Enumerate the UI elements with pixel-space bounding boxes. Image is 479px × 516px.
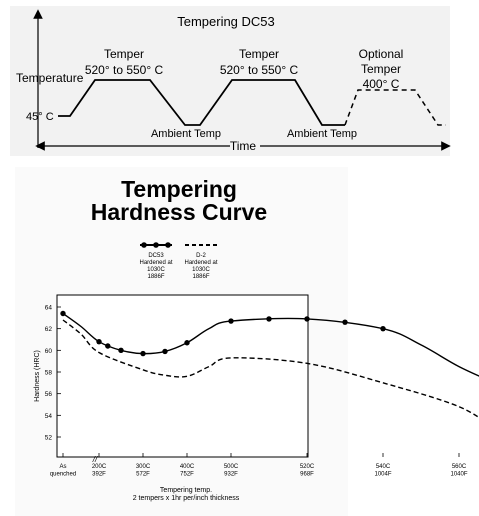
x-axis-label-line-1: Tempering temp. (160, 487, 212, 494)
data-point-dc53 (140, 350, 146, 357)
x-tick-label: 300C (136, 464, 151, 470)
start-temp-label: 45° C (26, 111, 54, 123)
x-tick-label: 500C (224, 464, 239, 470)
series-layer (60, 310, 479, 419)
legend-dc53-marker (153, 242, 159, 248)
temper-2-line-2: 520° to 550° C (220, 63, 299, 77)
legend: DC53 Hardened at 1030C 1886F D-2 Hardene… (139, 242, 218, 280)
temper-2-line-1: Temper (239, 47, 279, 61)
x-tick-label: 520C (300, 464, 315, 470)
x-tick-label: 200C (92, 464, 107, 470)
y-tick-label: 54 (45, 413, 53, 420)
y-tick-label: 62 (45, 326, 53, 333)
temper-1-line-2: 520° to 550° C (85, 63, 164, 77)
x-tick-label: 1004F (374, 472, 391, 478)
y-tick-label: 60 (45, 348, 53, 355)
y-tick-label: 52 (45, 435, 53, 442)
data-point-dc53 (184, 340, 190, 346)
legend-d2-text-3: 1030C (192, 267, 210, 273)
data-point-dc53 (342, 319, 348, 325)
temper-1-line-1: Temper (104, 47, 144, 61)
x-tick-label: 572F (136, 472, 150, 478)
data-point-dc53 (96, 338, 102, 345)
tempering-diagram-panel (10, 6, 450, 156)
x-tick-label: 752F (180, 472, 194, 478)
legend-d2-text-2: Hardened at (184, 260, 217, 266)
x-tick-label: 392F (92, 472, 106, 478)
time-label: Time (230, 139, 257, 153)
tempering-cycle-line (58, 79, 345, 126)
x-tick-label: quenched (50, 472, 76, 478)
optional-cycle-line (344, 89, 446, 126)
data-point-dc53 (162, 348, 168, 355)
tempering-diagram: Tempering DC53 Temperature 45° C Temper … (16, 9, 451, 153)
data-point-dc53 (266, 316, 272, 322)
y-tick-label: 64 (45, 305, 53, 312)
chart-title-line-1: Tempering (121, 176, 237, 202)
legend-dc53-text-2: Hardened at (139, 260, 172, 266)
x-axis-label-line-2: 2 tempers x 1hr per/inch thickness (133, 495, 240, 502)
axis-break-symbol: // (92, 455, 98, 464)
data-point-dc53 (228, 318, 234, 324)
legend-d2-text-4: 1886F (192, 274, 209, 280)
optional-temper-line-2: Temper (361, 62, 401, 76)
legend-dc53-marker (141, 242, 147, 248)
x-tick-label: 932F (224, 472, 238, 478)
series-line-dc53 (62, 312, 479, 377)
data-point-dc53 (105, 343, 111, 349)
chart-title-line-2: Hardness Curve (91, 199, 267, 225)
x-tick-label: 560C (452, 464, 467, 470)
diagram-title: Tempering DC53 (177, 14, 275, 29)
y-ticks: 52 54 56 58 60 62 64 (45, 305, 61, 442)
optional-temper-line-1: Optional (359, 47, 404, 61)
ambient-temp-label-2: Ambient Temp (287, 128, 357, 140)
legend-dc53-text-3: 1030C (147, 267, 165, 273)
series-line-d-2 (62, 319, 479, 419)
x-tick-label: As (59, 464, 66, 470)
legend-dc53-text-4: 1886F (147, 274, 164, 280)
legend-dc53-text-1: DC53 (148, 253, 164, 259)
x-tick-label: 968F (300, 472, 314, 478)
y-tick-label: 58 (45, 370, 53, 377)
data-point-dc53 (60, 310, 66, 317)
x-tick-label: 540C (376, 464, 391, 470)
temperature-label: Temperature (16, 71, 84, 85)
optional-temper-line-3: 400° C (363, 77, 400, 91)
plot-frame (56, 294, 309, 458)
y-tick-label: 56 (45, 391, 53, 398)
x-ticks: As quenched 200C 392F 300C 572F 400C 752F 500C 93… (50, 453, 468, 478)
data-point-dc53 (380, 325, 386, 332)
ambient-temp-label-1: Ambient Temp (151, 128, 221, 140)
y-axis-label: Hardness (HRC) (34, 350, 41, 402)
x-tick-label: 400C (180, 464, 195, 470)
data-point-dc53 (304, 316, 310, 322)
legend-dc53-marker (165, 242, 171, 248)
legend-d2-text-1: D-2 (196, 253, 206, 259)
data-point-dc53 (118, 347, 124, 354)
x-tick-label: 1040F (450, 472, 467, 478)
